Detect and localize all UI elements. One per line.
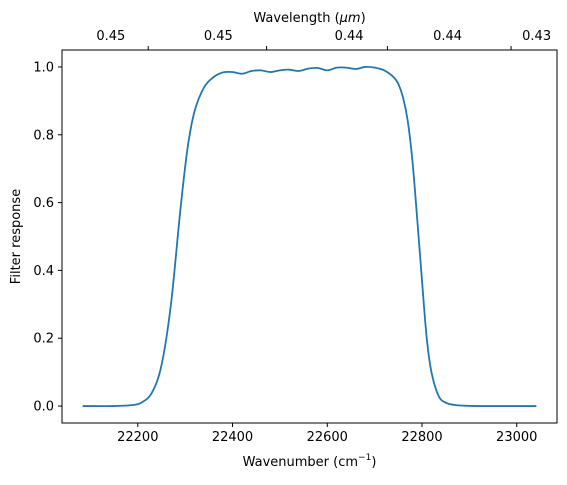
plot-area (62, 50, 557, 423)
secondary-x-tick-label: 0.43 (522, 29, 551, 44)
y-tick-label: 0.4 (33, 264, 54, 279)
secondary-x-axis-ticks: 0.45 0.45 0.44 0.44 0.43 (96, 29, 551, 50)
secondary-x-tick-label: 0.44 (433, 29, 462, 44)
secondary-x-tick-label: 0.45 (96, 29, 125, 44)
secondary-x-axis-unit: μm (339, 11, 361, 26)
y-axis-title: Filter response (9, 189, 24, 284)
secondary-x-axis-title: Wavelength (μm) (253, 11, 365, 26)
y-axis-ticks: 0.0 0.2 0.4 0.6 0.8 1.0 (33, 60, 62, 415)
series-layer (82, 65, 537, 408)
x-tick-label: 22200 (117, 430, 158, 445)
x-axis-title: Wavenumber (cm−1) (243, 453, 377, 470)
y-tick-label: 0.2 (33, 332, 54, 347)
x-axis-title-superscript: −1 (358, 453, 371, 463)
x-axis-ticks: 22200 22400 22600 22800 23000 (117, 423, 537, 445)
y-tick-label: 0.0 (33, 400, 54, 415)
x-tick-label: 22600 (307, 430, 348, 445)
x-tick-label: 22400 (212, 430, 253, 445)
x-axis-title-close: ) (371, 455, 376, 470)
secondary-x-tick-label: 0.44 (335, 29, 364, 44)
y-tick-label: 0.6 (33, 196, 54, 211)
plot-frame (61, 49, 558, 424)
y-tick-label: 0.8 (33, 128, 54, 143)
secondary-x-tick-label: 0.45 (204, 29, 233, 44)
series-line-filter-response (82, 65, 537, 408)
x-tick-label: 22800 (401, 430, 442, 445)
secondary-x-axis-title-close: ) (361, 11, 366, 26)
x-tick-label: 23000 (496, 430, 537, 445)
y-tick-label: 1.0 (33, 60, 54, 75)
